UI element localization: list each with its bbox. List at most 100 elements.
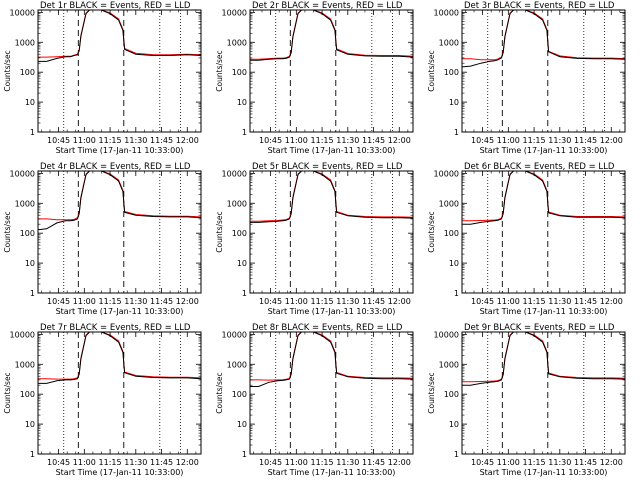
x-tick-label: 11:30 [124, 136, 147, 145]
x-tick-label: 11:15 [523, 297, 546, 306]
panel-det-5: Det 5r BLACK = Events, RED = LLD 1 10 100 10… [215, 162, 414, 316]
y-tick-label: 10000 [222, 330, 247, 339]
series-line-events [38, 332, 201, 384]
x-tick-label: 11:45 [574, 297, 597, 306]
x-tick-label: 12:00 [600, 297, 623, 306]
x-tick-label: 11:15 [99, 297, 122, 306]
y-tick-label: 1 [454, 128, 459, 137]
panel-det-1: Det 1r BLACK = Events, RED = LLD 1 10 100 10… [3, 1, 202, 155]
series-line-lld [250, 10, 413, 60]
panel-title: Det 8r BLACK = Events, RED = LLD [252, 323, 403, 333]
x-axis-label: Start Time (17-Jan-11 10:33:00) [268, 468, 396, 477]
series-line-lld [250, 171, 413, 222]
x-tick-label: 11:45 [150, 297, 173, 306]
x-tick-label: 12:00 [600, 458, 623, 467]
x-axis-label: Start Time (17-Jan-11 10:33:00) [268, 307, 396, 316]
y-tick-label: 10 [237, 259, 247, 268]
panel-title: Det 1r BLACK = Events, RED = LLD [40, 1, 191, 11]
series-line-events [38, 171, 201, 231]
y-tick-label: 10 [449, 420, 459, 429]
x-axis-label: Start Time (17-Jan-11 10:33:00) [56, 307, 184, 316]
y-axis-label: Counts/sec [215, 372, 224, 413]
y-tick-label: 100 [20, 68, 35, 77]
y-axis-label: Counts/sec [215, 50, 224, 91]
y-tick-label: 100 [232, 68, 247, 77]
x-axis-label: Start Time (17-Jan-11 10:33:00) [480, 307, 608, 316]
series-line-events [38, 10, 201, 62]
y-axis-label: Counts/sec [3, 50, 12, 91]
plot-frame [461, 9, 626, 133]
panel-title: Det 4r BLACK = Events, RED = LLD [40, 162, 191, 172]
panel-title: Det 2r BLACK = Events, RED = LLD [252, 1, 403, 11]
x-tick-label: 12:00 [388, 136, 411, 145]
x-tick-label: 11:15 [311, 136, 334, 145]
x-tick-label: 11:45 [362, 297, 385, 306]
panel-det-8: Det 8r BLACK = Events, RED = LLD 1 10 100 10… [215, 323, 414, 477]
x-tick-label: 12:00 [176, 136, 199, 145]
y-tick-label: 1 [454, 450, 459, 459]
x-tick-label: 11:15 [311, 458, 334, 467]
y-tick-label: 100 [232, 229, 247, 238]
y-tick-label: 10 [449, 98, 459, 107]
y-tick-label: 10000 [10, 330, 35, 339]
panel-det-3: Det 3r BLACK = Events, RED = LLD 1 10 100 10… [427, 1, 626, 155]
x-tick-label: 11:30 [548, 458, 571, 467]
y-tick-label: 100 [20, 229, 35, 238]
y-tick-label: 1000 [15, 38, 35, 47]
panel-title: Det 3r BLACK = Events, RED = LLD [464, 1, 615, 11]
x-axis-label: Start Time (17-Jan-11 10:33:00) [480, 468, 608, 477]
y-tick-label: 10 [25, 420, 35, 429]
x-tick-label: 11:30 [336, 136, 359, 145]
y-tick-label: 1000 [15, 360, 35, 369]
series-line-events [462, 171, 625, 225]
x-tick-label: 11:30 [548, 136, 571, 145]
plot-frame [249, 331, 414, 455]
x-tick-label: 12:00 [388, 458, 411, 467]
y-tick-label: 1 [30, 128, 35, 137]
x-tick-label: 11:00 [497, 458, 520, 467]
plot-frame [37, 331, 202, 455]
x-tick-label: 11:00 [285, 136, 308, 145]
x-tick-label: 11:45 [150, 136, 173, 145]
x-tick-label: 10:45 [47, 297, 70, 306]
y-axis-label: Counts/sec [427, 372, 436, 413]
x-tick-label: 11:00 [73, 136, 96, 145]
y-tick-label: 10000 [222, 169, 247, 178]
x-axis-label: Start Time (17-Jan-11 10:33:00) [56, 146, 184, 155]
y-tick-label: 10 [25, 259, 35, 268]
x-tick-label: 12:00 [600, 136, 623, 145]
x-tick-label: 10:45 [47, 458, 70, 467]
x-tick-label: 10:45 [259, 136, 282, 145]
y-axis-label: Counts/sec [215, 211, 224, 252]
x-tick-label: 10:45 [47, 136, 70, 145]
y-tick-label: 10 [25, 98, 35, 107]
y-tick-label: 10000 [10, 169, 35, 178]
plot-frame [249, 170, 414, 294]
y-tick-label: 1000 [439, 38, 459, 47]
x-tick-label: 11:00 [497, 297, 520, 306]
y-tick-label: 10 [449, 259, 459, 268]
x-tick-label: 10:45 [471, 297, 494, 306]
plot-frame [37, 9, 202, 133]
x-tick-label: 11:30 [124, 458, 147, 467]
series-line-events [462, 332, 625, 386]
x-tick-label: 11:45 [150, 458, 173, 467]
y-tick-label: 1 [242, 450, 247, 459]
x-tick-label: 11:45 [574, 458, 597, 467]
series-line-events [250, 332, 413, 387]
y-tick-label: 10000 [434, 8, 459, 17]
y-tick-label: 100 [444, 390, 459, 399]
y-tick-label: 10000 [10, 8, 35, 17]
y-tick-label: 1 [454, 289, 459, 298]
y-axis-label: Counts/sec [427, 211, 436, 252]
x-tick-label: 10:45 [471, 458, 494, 467]
series-line-lld [38, 332, 201, 380]
x-tick-label: 11:00 [73, 297, 96, 306]
y-axis-label: Counts/sec [427, 50, 436, 91]
y-tick-label: 10000 [222, 8, 247, 17]
x-tick-label: 11:00 [497, 136, 520, 145]
panel-det-6: Det 6r BLACK = Events, RED = LLD 1 10 100 10… [427, 162, 626, 316]
y-axis-label: Counts/sec [3, 372, 12, 413]
x-tick-label: 12:00 [388, 297, 411, 306]
plot-frame [461, 331, 626, 455]
